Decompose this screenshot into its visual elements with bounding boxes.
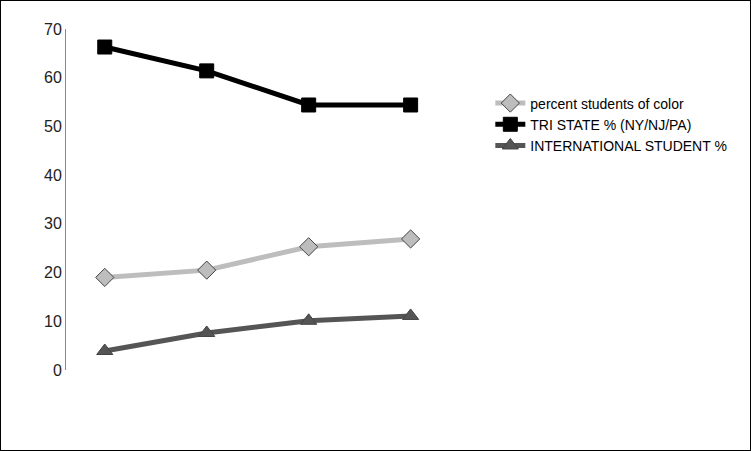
svg-text:10: 10	[44, 313, 62, 330]
svg-text:30: 30	[44, 215, 62, 232]
svg-text:60: 60	[44, 69, 62, 86]
svg-text:20: 20	[44, 264, 62, 281]
svg-text:40: 40	[44, 167, 62, 184]
svg-text:70: 70	[44, 21, 62, 38]
svg-text:TRI STATE % (NY/NJ/PA): TRI STATE % (NY/NJ/PA)	[530, 117, 691, 133]
svg-text:percent students of color: percent students of color	[530, 96, 684, 112]
svg-text:50: 50	[44, 118, 62, 135]
svg-text:INTERNATIONAL STUDENT %: INTERNATIONAL STUDENT %	[530, 138, 727, 154]
svg-text:0: 0	[53, 362, 62, 379]
